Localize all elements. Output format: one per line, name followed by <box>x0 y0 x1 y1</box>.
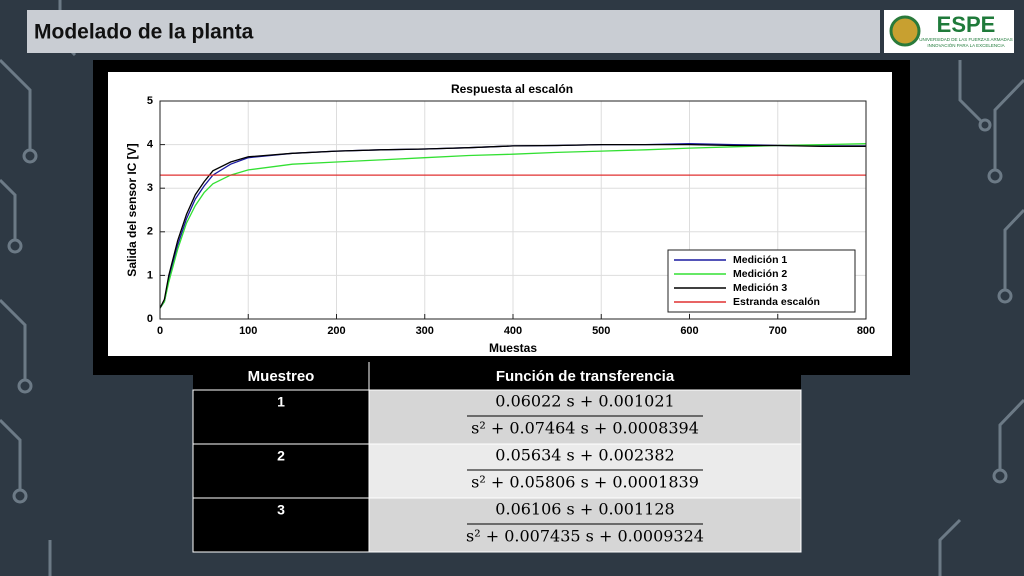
y-tick-label: 1 <box>147 269 153 281</box>
numerator: 0.05634 s + 0.002382 <box>495 446 674 465</box>
column-header: Muestreo <box>248 368 315 385</box>
table-header <box>193 362 801 390</box>
x-tick-label: 0 <box>157 325 163 337</box>
logo-text: ESPE <box>937 12 996 37</box>
legend-label: Medición 1 <box>733 254 787 266</box>
row-label-cell <box>192 389 370 445</box>
denominator: s² + 0.007435 s + 0.0009324 <box>466 527 704 546</box>
series-line <box>159 143 866 309</box>
column-header: Función de transferencia <box>496 368 675 385</box>
series-line <box>159 143 867 309</box>
formula-cell <box>368 389 802 445</box>
y-tick-label: 5 <box>147 95 153 107</box>
legend-label: Estranda escalón <box>733 296 820 308</box>
row-label: 3 <box>277 502 285 518</box>
y-tick-label: 2 <box>147 226 153 238</box>
numerator: 0.06106 s + 0.001128 <box>495 500 674 519</box>
plot-border <box>159 100 867 320</box>
formula-cell <box>368 497 802 553</box>
x-tick-label: 300 <box>416 325 434 337</box>
legend-label: Medición 2 <box>733 268 787 280</box>
y-tick-label: 3 <box>147 182 153 194</box>
x-axis-label: Muestas <box>489 341 537 355</box>
table: Muestreo Función de transferencia 1 0.06022… <box>192 362 802 553</box>
row-label-cell <box>192 497 370 553</box>
slide-title: Modelado de la planta <box>34 21 254 44</box>
x-tick-label: 400 <box>504 325 522 337</box>
y-tick-label: 4 <box>147 139 154 151</box>
formula-cell <box>368 443 802 499</box>
chart-title: Respuesta al escalón <box>451 82 573 96</box>
denominator: s² + 0.05806 s + 0.0001839 <box>471 473 699 492</box>
legend-label: Medición 3 <box>733 282 787 294</box>
logo-line: UNIVERSIDAD DE LAS FUERZAS ARMADAS <box>919 37 1013 42</box>
denominator: s² + 0.07464 s + 0.0008394 <box>471 419 699 438</box>
row-label: 1 <box>277 394 285 410</box>
x-tick-label: 200 <box>327 325 345 337</box>
logo-line: INNOVACIÓN PARA LA EXCELENCIA <box>927 42 1004 48</box>
plot: 0 1 2 3 4 5 0 100 200 300 400 500 600 700 800 Medición … <box>147 95 875 337</box>
row-label-cell <box>192 443 370 499</box>
title-bar <box>27 10 880 53</box>
x-tick-label: 600 <box>680 325 698 337</box>
logo-emblem <box>889 15 921 47</box>
x-tick-label: 800 <box>857 325 875 337</box>
row-label: 2 <box>277 448 285 464</box>
y-axis-label: Salida del sensor IC [V] <box>125 143 139 276</box>
x-tick-label: 700 <box>769 325 787 337</box>
x-tick-label: 100 <box>239 325 257 337</box>
x-tick-label: 500 <box>592 325 610 337</box>
y-tick-label: 0 <box>147 313 153 325</box>
numerator: 0.06022 s + 0.001021 <box>495 392 674 411</box>
